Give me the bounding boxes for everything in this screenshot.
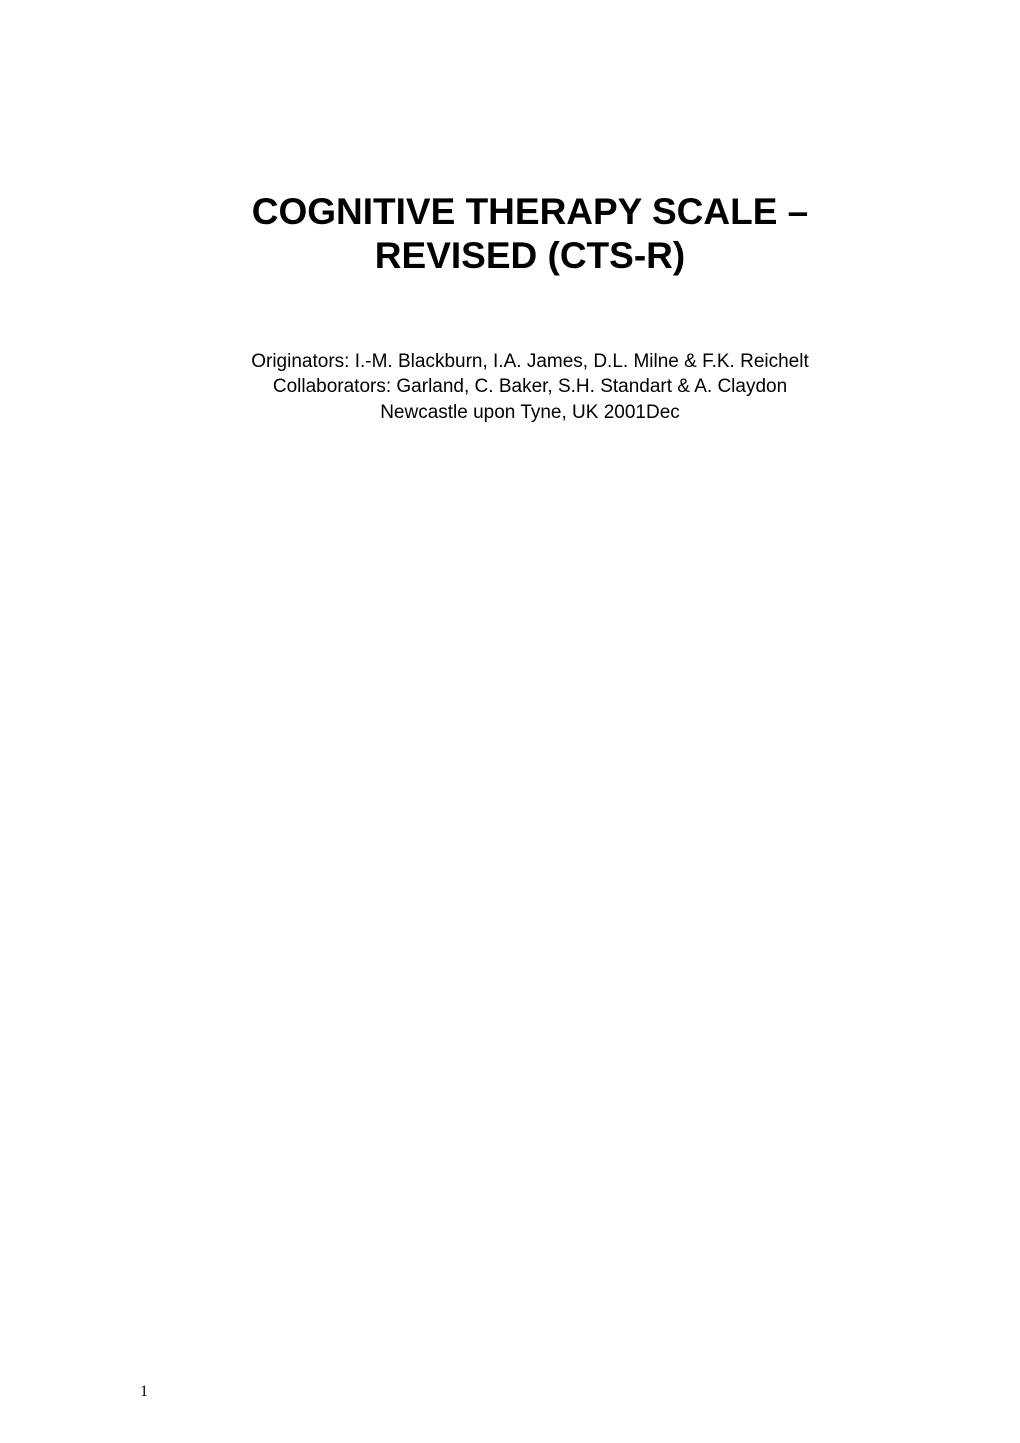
originators-line: Originators: I.-M. Blackburn, I.A. James…: [140, 349, 920, 375]
document-page: COGNITIVE THERAPY SCALE – REVISED (CTS-R…: [0, 0, 1020, 1443]
title-line-1: COGNITIVE THERAPY SCALE –: [140, 190, 920, 234]
collaborators-line: Collaborators: Garland, C. Baker, S.H. S…: [140, 374, 920, 400]
location-date-line: Newcastle upon Tyne, UK 2001Dec: [140, 400, 920, 426]
page-number: 1: [140, 1383, 148, 1401]
title-line-2: REVISED (CTS-R): [140, 234, 920, 278]
author-block: Originators: I.-M. Blackburn, I.A. James…: [140, 349, 920, 426]
title-block: COGNITIVE THERAPY SCALE – REVISED (CTS-R…: [140, 190, 920, 279]
